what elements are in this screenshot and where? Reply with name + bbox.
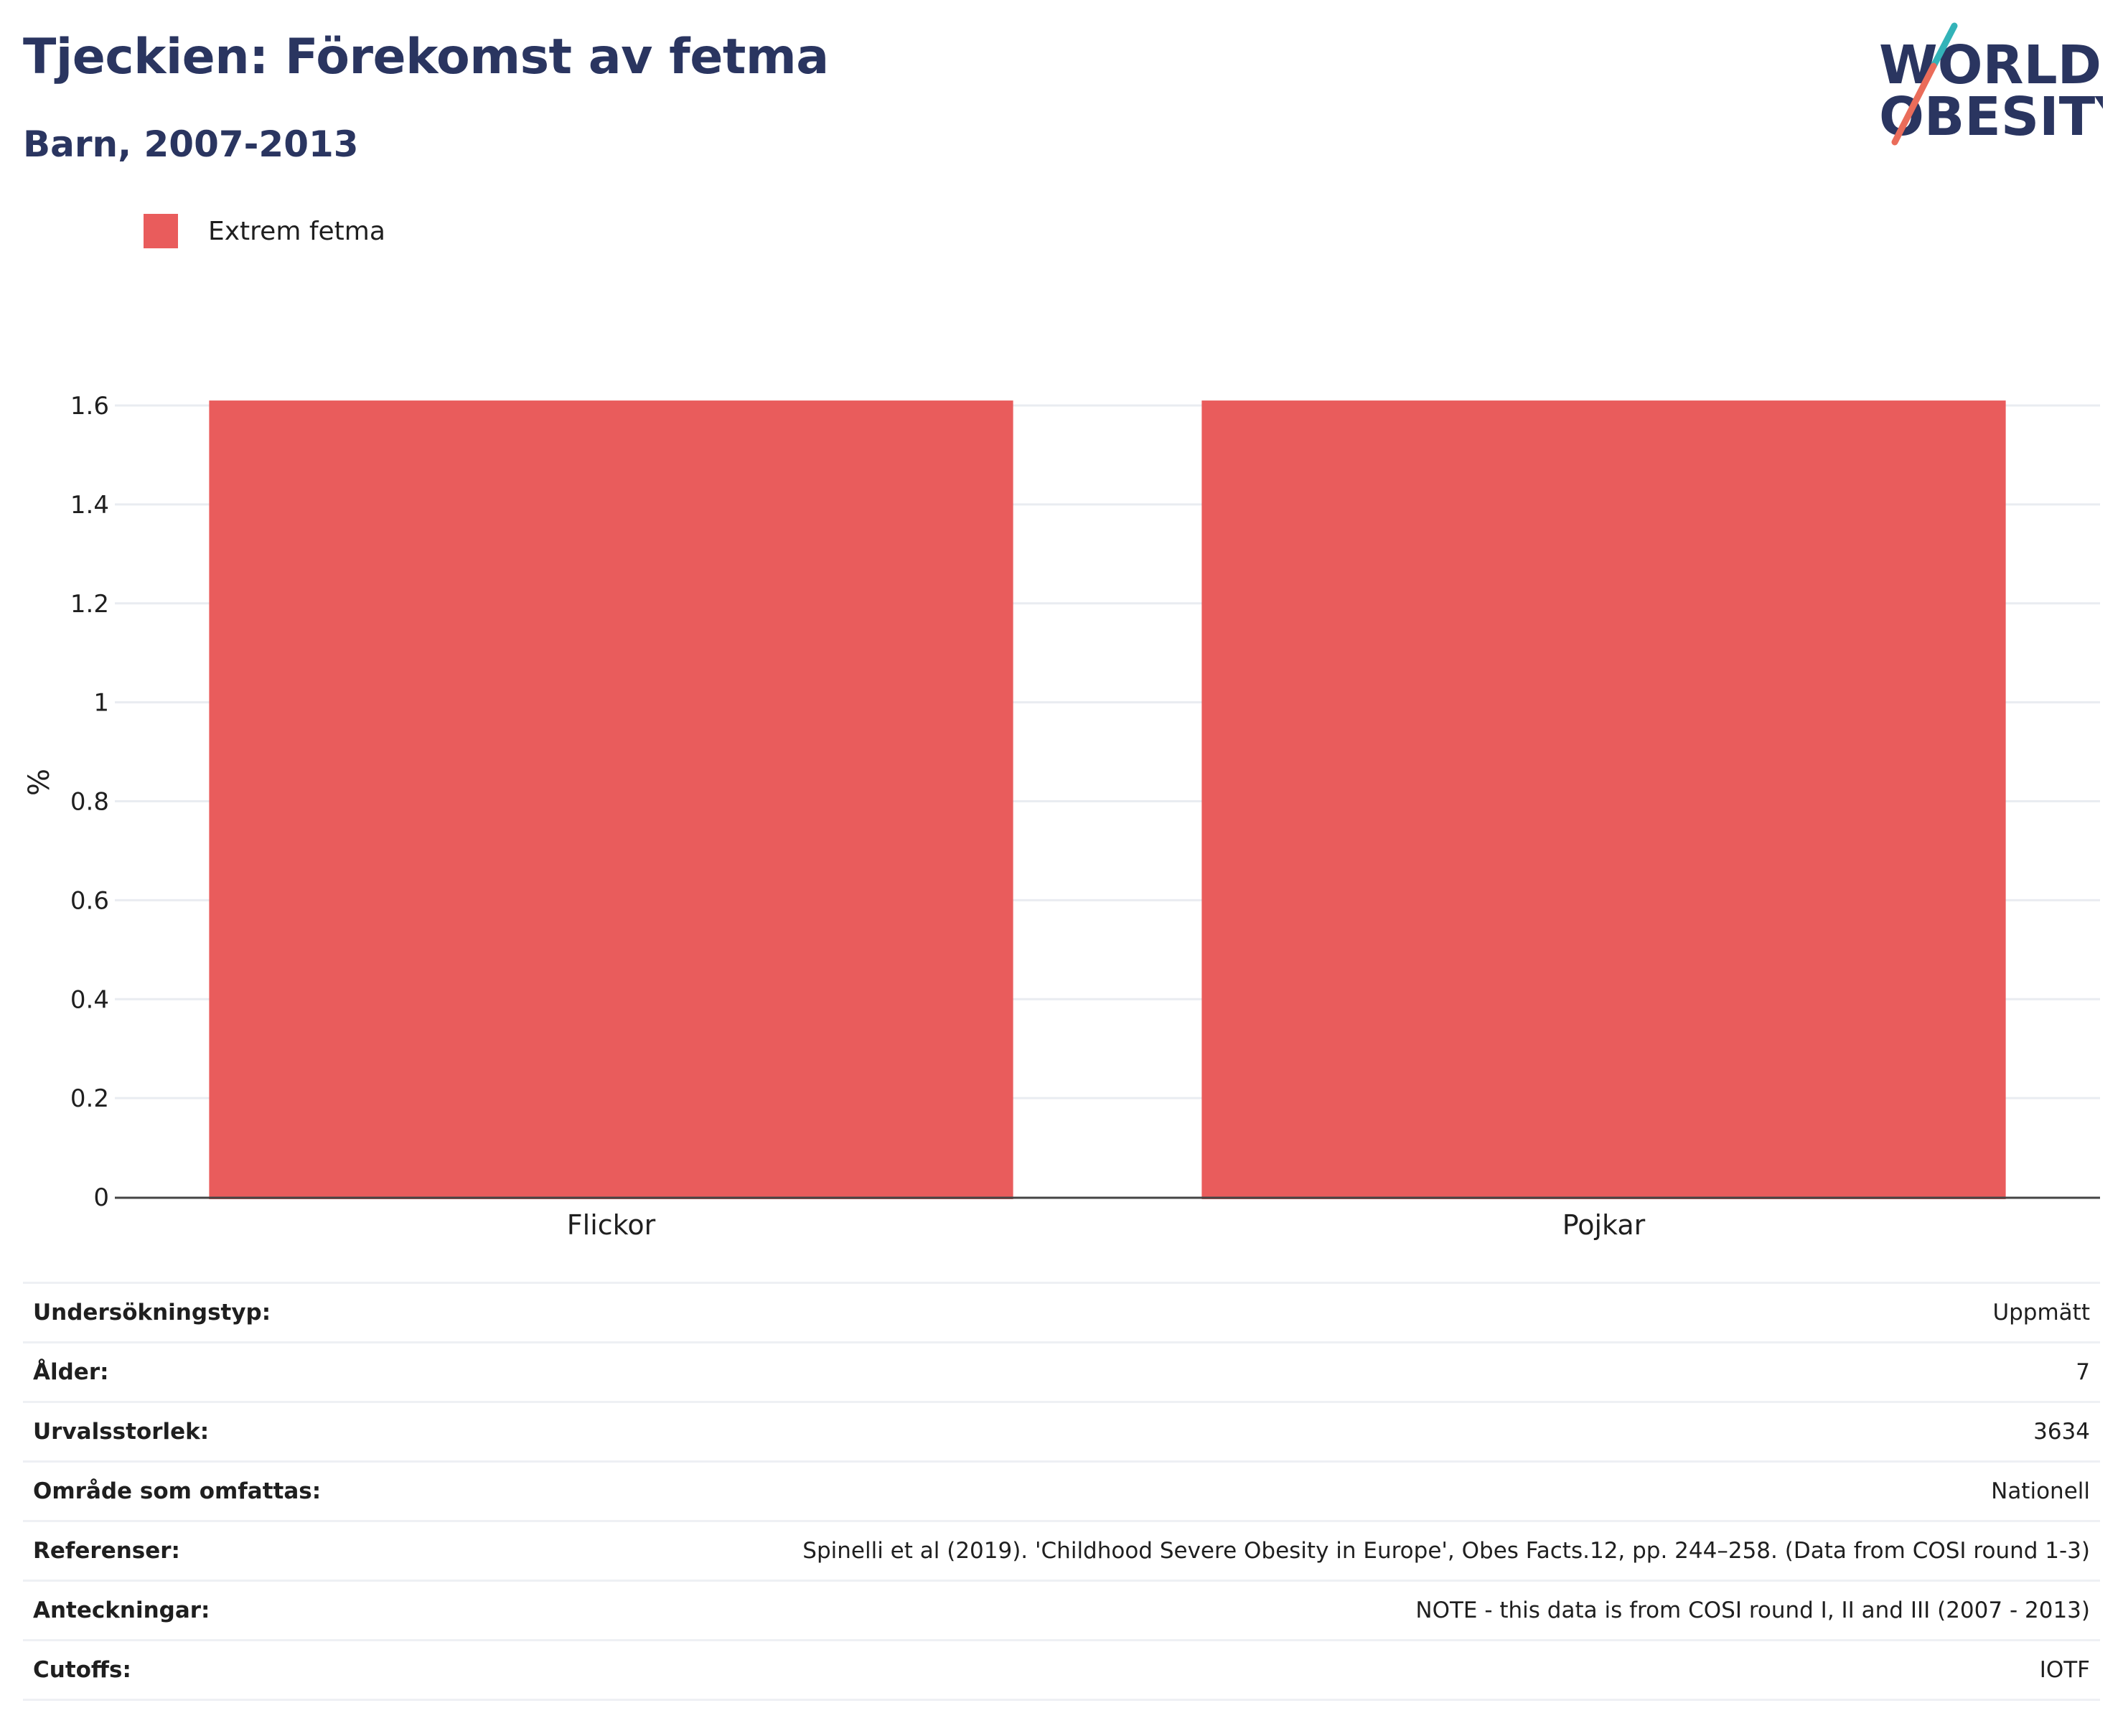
info-value: Nationell xyxy=(1991,1478,2090,1504)
info-value: Uppmätt xyxy=(1992,1300,2090,1326)
info-label: Referenser: xyxy=(33,1538,180,1564)
info-row: Cutoffs: IOTF xyxy=(23,1640,2100,1700)
y-tick-label: 0.2 xyxy=(70,1084,109,1113)
info-label: Ålder: xyxy=(33,1359,109,1385)
chart-title: Tjeckien: Förekomst av fetma xyxy=(23,29,829,85)
metadata-table: Undersökningstyp: Uppmätt Ålder: 7 Urvalssto… xyxy=(23,1282,2100,1701)
y-tick-label: 1 xyxy=(93,689,109,718)
bars xyxy=(209,400,2006,1200)
info-row: Undersökningstyp: Uppmätt xyxy=(23,1282,2100,1343)
y-tick-label: 1.4 xyxy=(70,491,109,520)
info-row: Anteckningar: NOTE - this data is from CO… xyxy=(23,1580,2100,1641)
info-row: Område som omfattas: Nationell xyxy=(23,1461,2100,1521)
x-tick-label: Flickor xyxy=(567,1209,656,1241)
y-tick-label: 1.6 xyxy=(70,392,109,421)
x-tick-labels: Flickor Pojkar xyxy=(567,1209,1646,1241)
logo-text-world: WORLD xyxy=(1879,34,2101,96)
y-tick-label: 0 xyxy=(93,1183,109,1212)
info-label: Anteckningar: xyxy=(33,1597,210,1623)
y-tick-label: 0.4 xyxy=(70,985,109,1014)
bar-pojkar[interactable] xyxy=(1201,400,2006,1200)
legend[interactable]: Extrem fetma xyxy=(144,214,385,248)
y-axis-label: % xyxy=(23,769,56,796)
chart-subtitle: Barn, 2007-2013 xyxy=(23,123,359,165)
info-value: NOTE - this data is from COSI round I, I… xyxy=(1415,1597,2090,1623)
y-tick-label: 0.8 xyxy=(70,788,109,817)
bar-flickor[interactable] xyxy=(209,400,1013,1200)
info-row: Ålder: 7 xyxy=(23,1342,2100,1402)
y-tick-label: 0.6 xyxy=(70,886,109,915)
info-value: Spinelli et al (2019). 'Childhood Severe… xyxy=(802,1538,2090,1564)
info-label: Undersökningstyp: xyxy=(33,1300,271,1326)
info-row: Urvalsstorlek: 3634 xyxy=(23,1402,2100,1462)
info-value: 3634 xyxy=(2033,1419,2090,1445)
logo-slash-coral xyxy=(1891,62,1937,146)
info-label: Område som omfattas: xyxy=(33,1478,322,1504)
y-tick-labels: 0 0.2 0.4 0.6 0.8 1 1.2 1.4 1.6 xyxy=(70,392,109,1212)
info-label: Cutoffs: xyxy=(33,1657,131,1683)
bar-chart: 0 0.2 0.4 0.6 0.8 1 1.2 1.4 1.6 Flickor Pojkar % xyxy=(23,392,2100,1241)
x-tick-label: Pojkar xyxy=(1562,1209,1646,1241)
y-tick-label: 1.2 xyxy=(70,590,109,619)
legend-swatch xyxy=(144,214,178,248)
info-row: Referenser: Spinelli et al (2019). 'Child… xyxy=(23,1521,2100,1581)
info-value: IOTF xyxy=(2039,1657,2090,1683)
logo-slash-teal xyxy=(1930,22,1958,70)
legend-label: Extrem fetma xyxy=(208,216,385,246)
world-obesity-logo: WORLD OBESITY xyxy=(1879,22,2103,148)
info-label: Urvalsstorlek: xyxy=(33,1419,210,1445)
info-value: 7 xyxy=(2076,1359,2090,1385)
